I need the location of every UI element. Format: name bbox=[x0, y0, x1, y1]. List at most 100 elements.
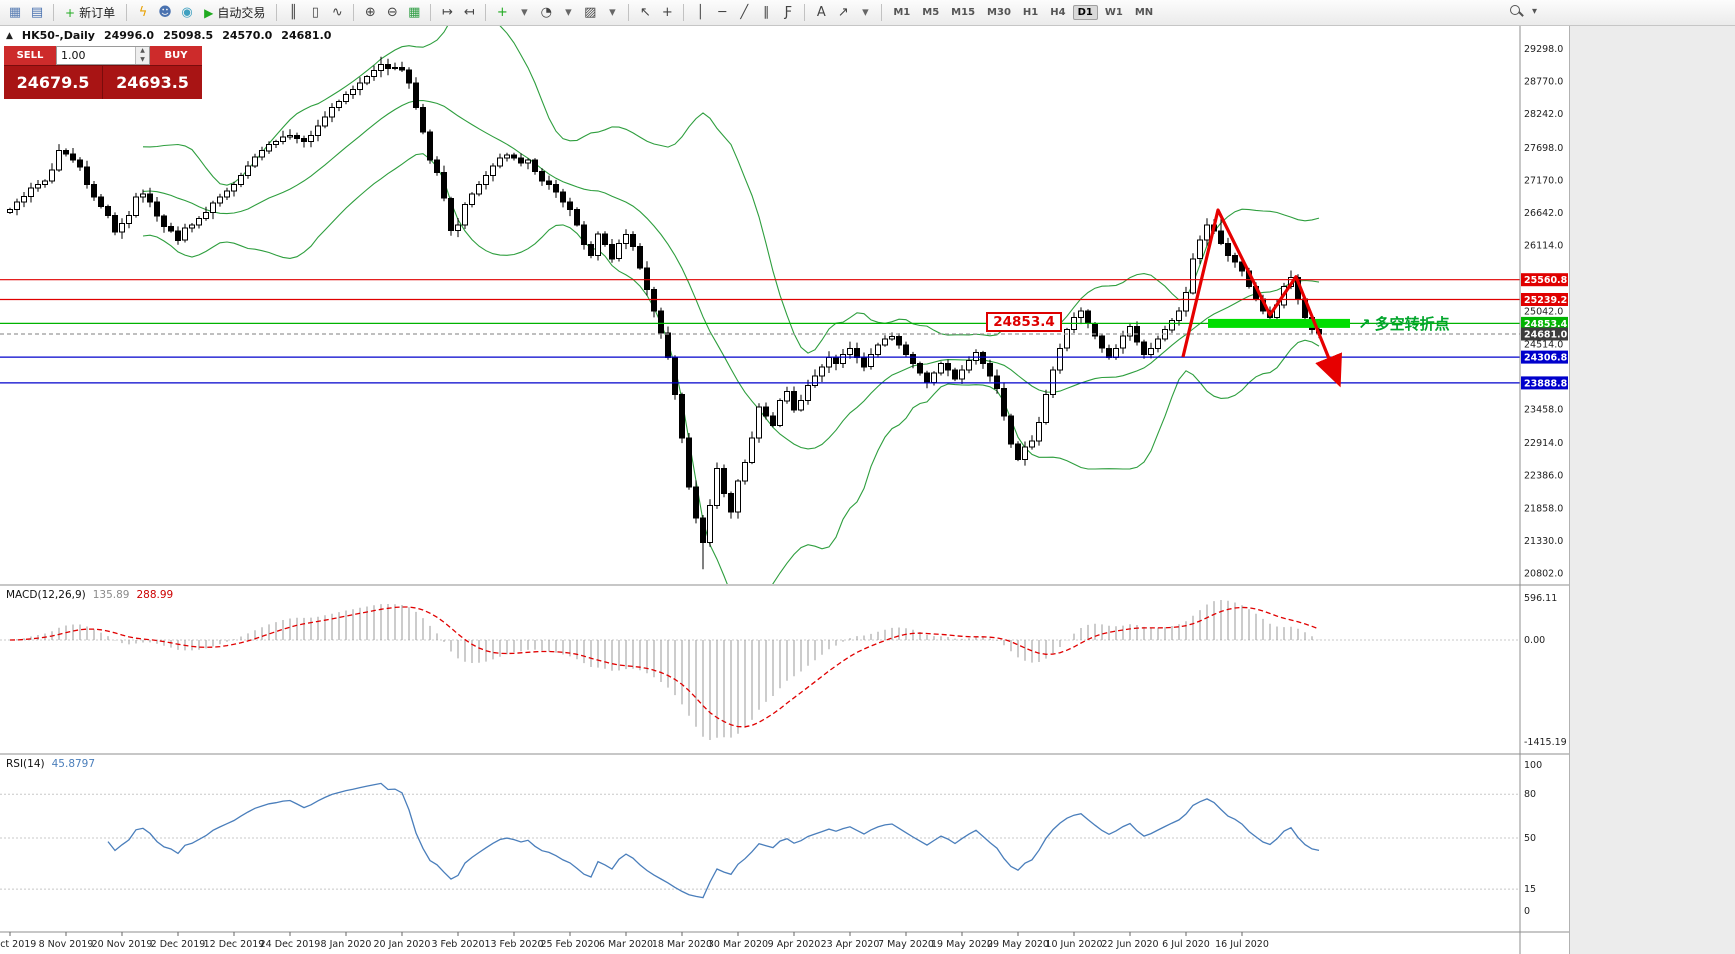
crosshair-icon[interactable]: + bbox=[661, 4, 673, 20]
text-label-icon[interactable]: A bbox=[816, 4, 826, 20]
volume-spin-buttons[interactable]: ▲ ▼ bbox=[135, 47, 149, 64]
chart-window[interactable]: 29298.0 28770.0 28242.0 27698.0 27170.0 26642… bbox=[0, 26, 1569, 954]
new-order-button-icon: + bbox=[65, 5, 76, 20]
svg-text:80: 80 bbox=[1524, 789, 1536, 800]
profiles-icon[interactable]: ▤ bbox=[30, 4, 44, 20]
toolbar-separator bbox=[430, 4, 432, 21]
toolbar-separator bbox=[683, 4, 685, 21]
periods-icon[interactable]: ◔ bbox=[540, 4, 552, 20]
sell-price-button[interactable]: 24679.5 bbox=[4, 66, 103, 99]
toolbar-separator bbox=[485, 4, 487, 21]
svg-text:0: 0 bbox=[1524, 906, 1530, 917]
svg-text:28770.0: 28770.0 bbox=[1524, 77, 1563, 88]
red-trend-arrow[interactable] bbox=[1181, 208, 1342, 388]
macd-main-value: 135.89 bbox=[92, 589, 130, 601]
buy-price-button[interactable]: 24693.5 bbox=[103, 66, 202, 99]
buy-label-button[interactable]: BUY bbox=[150, 46, 202, 65]
svg-text:24514.0: 24514.0 bbox=[1524, 339, 1563, 350]
pivot-annotation[interactable]: ↗ 多空转折点 bbox=[1358, 313, 1450, 334]
bar-chart-icon[interactable]: ║ bbox=[289, 4, 298, 20]
timeframe-button-m5[interactable]: M5 bbox=[922, 7, 940, 18]
svg-text:25560.8: 25560.8 bbox=[1524, 275, 1568, 286]
macd-layer bbox=[0, 600, 1520, 740]
info-icon[interactable]: ◉ bbox=[181, 4, 193, 20]
indicators-icon[interactable]: + bbox=[496, 4, 508, 20]
cursor-icon[interactable]: ↖ bbox=[639, 4, 651, 20]
periods-caret-icon[interactable]: ▾ bbox=[565, 4, 572, 20]
svg-text:8 Nov 2019: 8 Nov 2019 bbox=[39, 939, 94, 950]
timeframe-button-h1[interactable]: H1 bbox=[1022, 7, 1039, 18]
templates-caret-icon[interactable]: ▾ bbox=[609, 4, 616, 20]
svg-text:16 Jul 2020: 16 Jul 2020 bbox=[1215, 939, 1269, 950]
price-level-label-box[interactable]: 24853.4 bbox=[986, 312, 1062, 332]
volume-input[interactable] bbox=[57, 47, 135, 64]
green-support-zone[interactable] bbox=[1208, 318, 1350, 328]
volume-down-icon[interactable]: ▼ bbox=[136, 55, 149, 64]
svg-text:30 Mar 2020: 30 Mar 2020 bbox=[708, 939, 768, 950]
vertical-line-icon[interactable]: │ bbox=[696, 4, 705, 20]
svg-text:18 Mar 2020: 18 Mar 2020 bbox=[652, 939, 712, 950]
timeframe-button-m30[interactable]: M30 bbox=[987, 7, 1011, 18]
zoom-in-icon[interactable]: ⊕ bbox=[364, 4, 376, 20]
equidistant-channel-icon[interactable]: ∥ bbox=[763, 4, 770, 20]
svg-text:26642.0: 26642.0 bbox=[1524, 208, 1563, 219]
svg-text:28242.0: 28242.0 bbox=[1524, 109, 1563, 120]
accounts-icon[interactable]: ☻ bbox=[158, 4, 172, 20]
horizontal-line-icon[interactable]: ─ bbox=[718, 4, 727, 20]
tile-windows-icon[interactable]: ▦ bbox=[408, 4, 421, 20]
indicators-caret-icon[interactable]: ▾ bbox=[521, 4, 528, 20]
green-arrow-icon: ↗ bbox=[1358, 314, 1371, 333]
zoom-out-icon[interactable]: ⊖ bbox=[386, 4, 398, 20]
fibonacci-icon[interactable]: Ƒ bbox=[784, 4, 793, 20]
svg-text:23888.8: 23888.8 bbox=[1524, 378, 1568, 389]
auto-scroll-icon[interactable]: ↦ bbox=[441, 4, 453, 20]
rsi-panel-header: RSI(14) 45.8797 bbox=[6, 758, 95, 770]
price-tag-24306.8 bbox=[1521, 350, 1568, 364]
price-chart-canvas[interactable]: 29298.0 28770.0 28242.0 27698.0 27170.0 26642… bbox=[0, 26, 1569, 954]
rsi-value: 45.8797 bbox=[51, 758, 96, 770]
timeframe-button-h4[interactable]: H4 bbox=[1050, 7, 1066, 18]
arrows-object-icon[interactable]: ↗ bbox=[837, 4, 849, 20]
volume-up-icon[interactable]: ▲ bbox=[136, 47, 149, 56]
svg-text:7 May 2020: 7 May 2020 bbox=[878, 939, 934, 950]
svg-text:100: 100 bbox=[1524, 760, 1542, 771]
svg-text:19 May 2020: 19 May 2020 bbox=[931, 939, 993, 950]
price-tag-24681.0 bbox=[1521, 327, 1568, 341]
svg-text:20802.0: 20802.0 bbox=[1524, 568, 1563, 579]
svg-text:27170.0: 27170.0 bbox=[1524, 175, 1563, 186]
line-chart-icon[interactable]: ∿ bbox=[331, 4, 343, 20]
svg-text:22 Jun 2020: 22 Jun 2020 bbox=[1101, 939, 1158, 950]
trendline-icon[interactable]: ╱ bbox=[740, 4, 749, 20]
new-chart-icon[interactable]: ▦ bbox=[8, 4, 22, 20]
chart-objects-layer bbox=[1181, 208, 1350, 388]
templates-icon[interactable]: ▨ bbox=[584, 4, 597, 20]
toolbar-caret-down-icon[interactable]: ▾ bbox=[1532, 5, 1538, 17]
low-value: 24570.0 bbox=[222, 29, 273, 42]
price-tag-23888.8 bbox=[1521, 376, 1568, 390]
timeframe-button-m15[interactable]: M15 bbox=[951, 7, 976, 18]
svg-text:50: 50 bbox=[1524, 833, 1536, 844]
timeframe-button-w1[interactable]: W1 bbox=[1104, 7, 1123, 18]
svg-text:21330.0: 21330.0 bbox=[1524, 536, 1563, 547]
timeframe-button-mn[interactable]: MN bbox=[1134, 7, 1154, 18]
price-tag-25560.8 bbox=[1521, 273, 1568, 287]
svg-text:-1415.19: -1415.19 bbox=[1524, 737, 1567, 748]
timeframe-button-m1[interactable]: M1 bbox=[893, 7, 911, 18]
sell-label-button[interactable]: SELL bbox=[4, 46, 56, 65]
new-order-button[interactable]: + 新订单 bbox=[59, 3, 121, 23]
volume-spinner[interactable]: ▲ ▼ bbox=[56, 46, 150, 65]
toolbar-right-group: ▾ bbox=[1508, 3, 1537, 19]
one-click-collapse-icon[interactable]: ▲ bbox=[6, 30, 13, 41]
svg-text:24306.8: 24306.8 bbox=[1524, 353, 1568, 364]
search-icon[interactable] bbox=[1508, 3, 1524, 19]
svg-text:29 May 2020: 29 May 2020 bbox=[987, 939, 1049, 950]
autotrading-button[interactable]: ▶ 自动交易 bbox=[198, 3, 271, 23]
toolbar-separator bbox=[126, 4, 128, 21]
svg-text:22386.0: 22386.0 bbox=[1524, 471, 1563, 482]
autotrading-lightning-icon[interactable]: ϟ bbox=[138, 4, 148, 20]
objects-caret-icon[interactable]: ▾ bbox=[862, 4, 869, 20]
candlestick-chart-icon[interactable]: ▯ bbox=[311, 4, 319, 20]
pivot-annotation-text: 多空转折点 bbox=[1374, 315, 1450, 333]
timeframe-button-d1[interactable]: D1 bbox=[1072, 5, 1098, 20]
chart-shift-icon[interactable]: ↤ bbox=[463, 4, 475, 20]
